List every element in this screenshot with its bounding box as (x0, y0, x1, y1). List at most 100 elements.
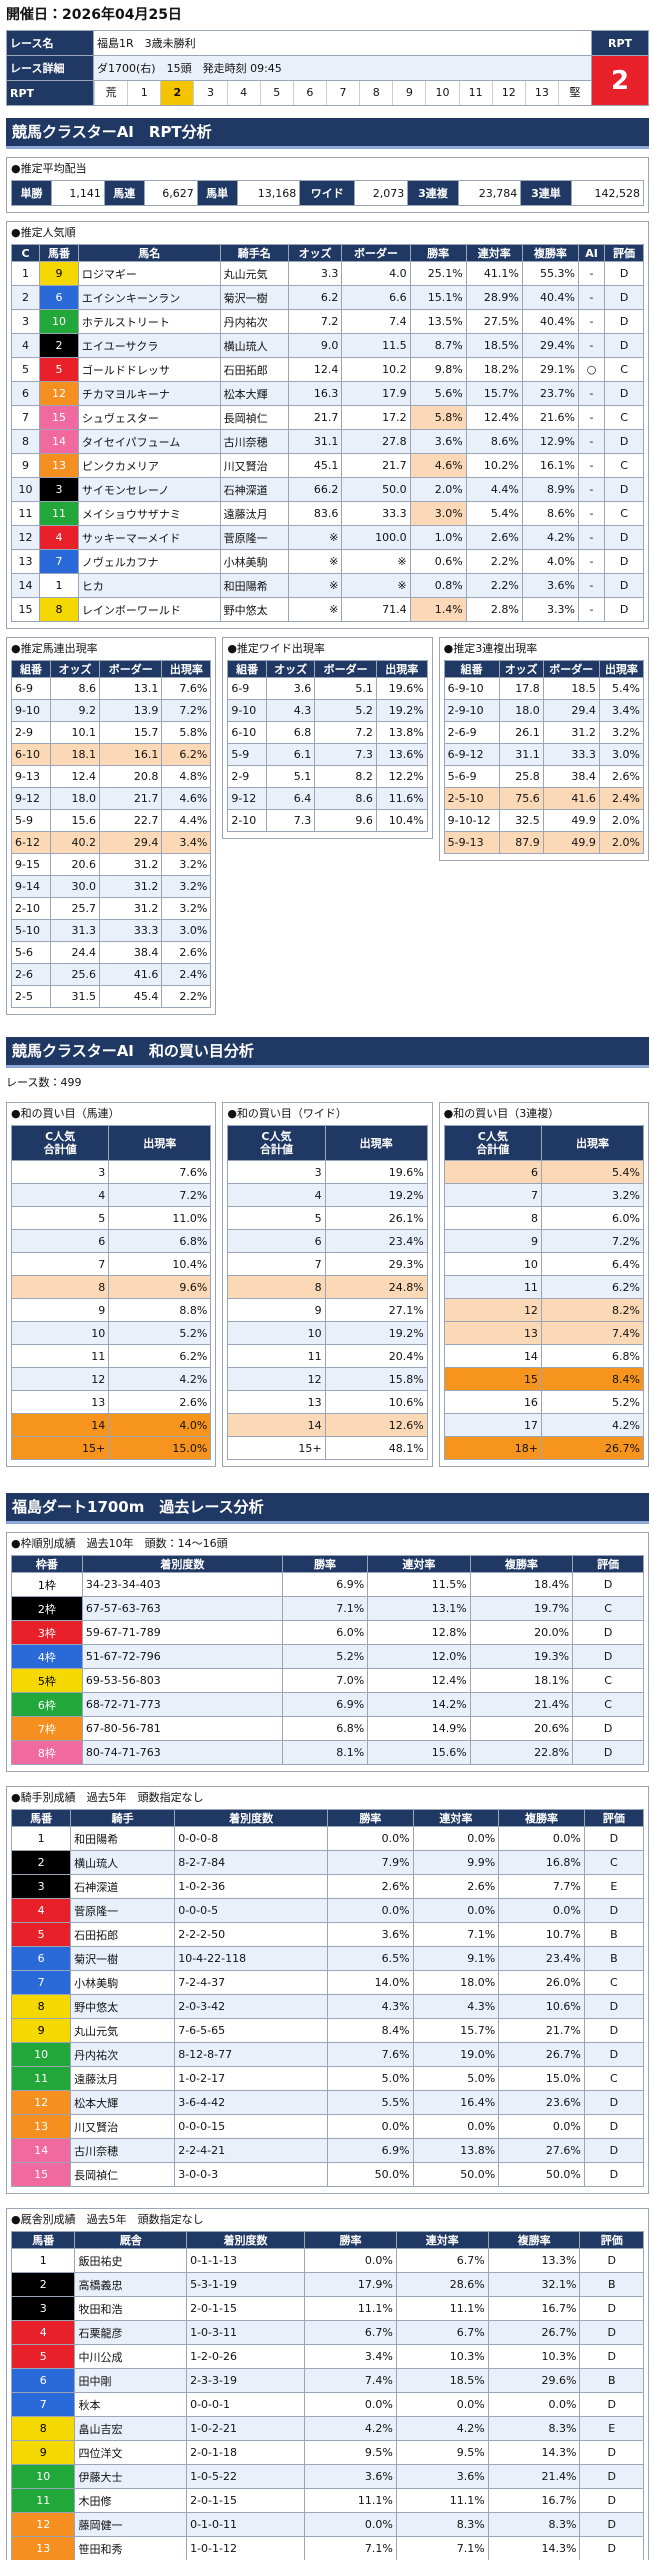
table-cell: 横山琉人 (70, 1850, 176, 1875)
table-cell: 2-0-1-15 (186, 2296, 306, 2321)
table-cell: C (583, 1850, 645, 1875)
table-cell: E (579, 2416, 644, 2441)
table-cell: 26.7% (487, 2320, 581, 2345)
table-cell: 6-9-12 (443, 743, 500, 766)
table-cell: 15+ (227, 1436, 326, 1460)
table-cell: D (579, 2392, 644, 2417)
table-cell: 31.2 (99, 897, 163, 920)
table-cell: 5-6-9 (443, 765, 500, 788)
table-cell: 6.0% (281, 1620, 369, 1645)
table-cell: 8 (10, 2416, 76, 2441)
table-cell: 32.5 (498, 809, 544, 832)
table-cell: 0.0% (304, 2512, 397, 2537)
table-cell: 2.6% (465, 525, 523, 550)
table-cell: 29.4 (99, 831, 163, 854)
column-header: 連対率 (367, 1555, 471, 1573)
table-row: 14 12.6% (227, 1413, 428, 1437)
table-cell: D (583, 1898, 645, 1923)
data-table: C 馬番 馬名 騎手名 オッズ ボーダー 勝率 連対率 複勝率 AI 評価 1 9 ロジマギー 丸山元気 3.… (10, 244, 644, 622)
table-row: 16 5.2% (443, 1390, 644, 1414)
table-row: 7 29.3% (227, 1252, 428, 1276)
table-cell: 15 (10, 597, 41, 622)
table-cell: 28.9% (465, 285, 523, 310)
table-cell: 石田拓郎 (219, 357, 289, 382)
table-cell: C (604, 501, 644, 526)
table-row: 2-10 25.7 31.2 3.2% (10, 897, 212, 920)
table-cell: 9.6% (108, 1275, 212, 1299)
table-row: 2-9 5.1 8.2 12.2% (227, 765, 428, 788)
table-row: 4 菅原隆一 0-0-0-5 0.0% 0.0% 0.0% D (10, 1898, 645, 1923)
table-cell: 14 (227, 1413, 326, 1437)
table-cell: 31.2 (542, 721, 600, 744)
table-cell: 5 (10, 2344, 76, 2369)
table-body: 1 飯田祐史 0-1-1-13 0.0% 6.7% 13.3% D 2 高橋義忠 5-3-1-19… (10, 2248, 644, 2560)
table-cell: 4.6% (161, 787, 212, 810)
column-header: 騎手名 (219, 244, 289, 262)
rpt-head: RPT (591, 30, 649, 56)
table-cell: D (583, 1994, 645, 2019)
table-cell: 8 (227, 1275, 326, 1299)
table-row: 6 23.4% (227, 1229, 428, 1253)
table-cell: 0.0% (327, 1826, 414, 1851)
table-cell: 9-10-12 (443, 809, 500, 832)
table-row: 12 松本大輝 3-6-4-42 5.5% 16.4% 23.6% D (10, 2090, 645, 2115)
table-cell: ※ (341, 549, 411, 574)
rpt-scale: 荒 1 2 3 4 5 6 7 8 9 10 11 12 13 堅 (94, 81, 591, 105)
table-cell: D (583, 2162, 645, 2187)
table-cell: 50.0% (327, 2162, 414, 2187)
table-cell: 6 (10, 2368, 76, 2393)
table-body: 1 9 ロジマギー 丸山元気 3.3 4.0 25.1% 41.1% 55.3% - D 2 6 エイシン… (10, 261, 644, 622)
table-cell: 10 (10, 2042, 72, 2067)
table-cell: サイモンセレーノ (77, 477, 221, 502)
table-cell: 9 (443, 1229, 542, 1253)
table-cell: 5.8% (409, 405, 467, 430)
table-cell: 野中悠太 (219, 597, 289, 622)
header-row: 組番 オッズ ボーダー 出現率 (10, 660, 212, 678)
table-cell: D (572, 1620, 644, 1645)
table-row: 2-5 31.5 45.4 2.2% (10, 985, 212, 1008)
rpt-step: 4 (226, 81, 260, 105)
table-cell: 0.0% (498, 1898, 585, 1923)
table-cell: 2.6% (108, 1390, 212, 1414)
table-cell: 41.6 (542, 787, 600, 810)
table-cell: 6.8% (540, 1344, 644, 1368)
table-row: 13 2.6% (10, 1390, 212, 1414)
table-row: 12 15.8% (227, 1367, 428, 1391)
table-cell: D (604, 309, 644, 334)
table-cell: 4 (10, 2320, 76, 2345)
column-header: 連対率 (395, 2231, 489, 2249)
table-cell: D (583, 2114, 645, 2139)
column-header: 組番 (10, 660, 52, 678)
table-cell: 5.0% (327, 2066, 414, 2091)
table-cell: 1 (10, 2248, 76, 2273)
table-cell: 48.1% (324, 1436, 428, 1460)
table-cell: 15.0% (498, 2066, 585, 2091)
table-cell: 3.2% (161, 875, 212, 898)
panel-label: ●推定馬連出現率 (11, 642, 98, 655)
table-cell: 7.1% (304, 2536, 397, 2560)
table-cell: 10.4% (375, 809, 428, 832)
table-cell: 7 (227, 1252, 326, 1276)
table-cell: 10 (39, 309, 79, 334)
table-cell: 6 (10, 1946, 72, 1971)
table-row: 13 笹田和秀 1-0-1-12 7.1% 7.1% 14.3% D (10, 2536, 644, 2560)
table-cell: 3 (10, 1160, 110, 1184)
table-cell: 6-10 (227, 721, 267, 744)
table-row: 11 6.2% (10, 1344, 212, 1368)
table-cell: 3.2% (598, 721, 644, 744)
table-cell: 14 (10, 1413, 110, 1437)
table-cell: 21.7 (287, 405, 343, 430)
table-row: 11 11 メイショウサザナミ 遠藤汰月 83.6 33.3 3.0% 5.4% 8.6% - C (10, 501, 644, 526)
table-cell: 87.9 (498, 831, 544, 854)
table-cell: 18.5 (542, 677, 600, 700)
table-row: 6-9 3.6 5.1 19.6% (227, 677, 428, 700)
table-row: 5 中川公成 1-2-0-26 3.4% 10.3% 10.3% D (10, 2344, 644, 2369)
table-cell: 16.3 (287, 381, 343, 406)
table-cell: 2.0% (409, 477, 467, 502)
table-cell: 0.8% (409, 573, 467, 598)
table-cell: サッキーマーメイド (77, 525, 221, 550)
table-cell: 6.5% (327, 1946, 414, 1971)
table-cell: 6.0% (540, 1206, 644, 1230)
table-body: 6-9 8.6 13.1 7.6% 9-10 9.2 13.9 7.2% 2-9 10.1 15.7… (10, 677, 212, 1008)
table-cell: ノヴェルカフナ (77, 549, 221, 574)
